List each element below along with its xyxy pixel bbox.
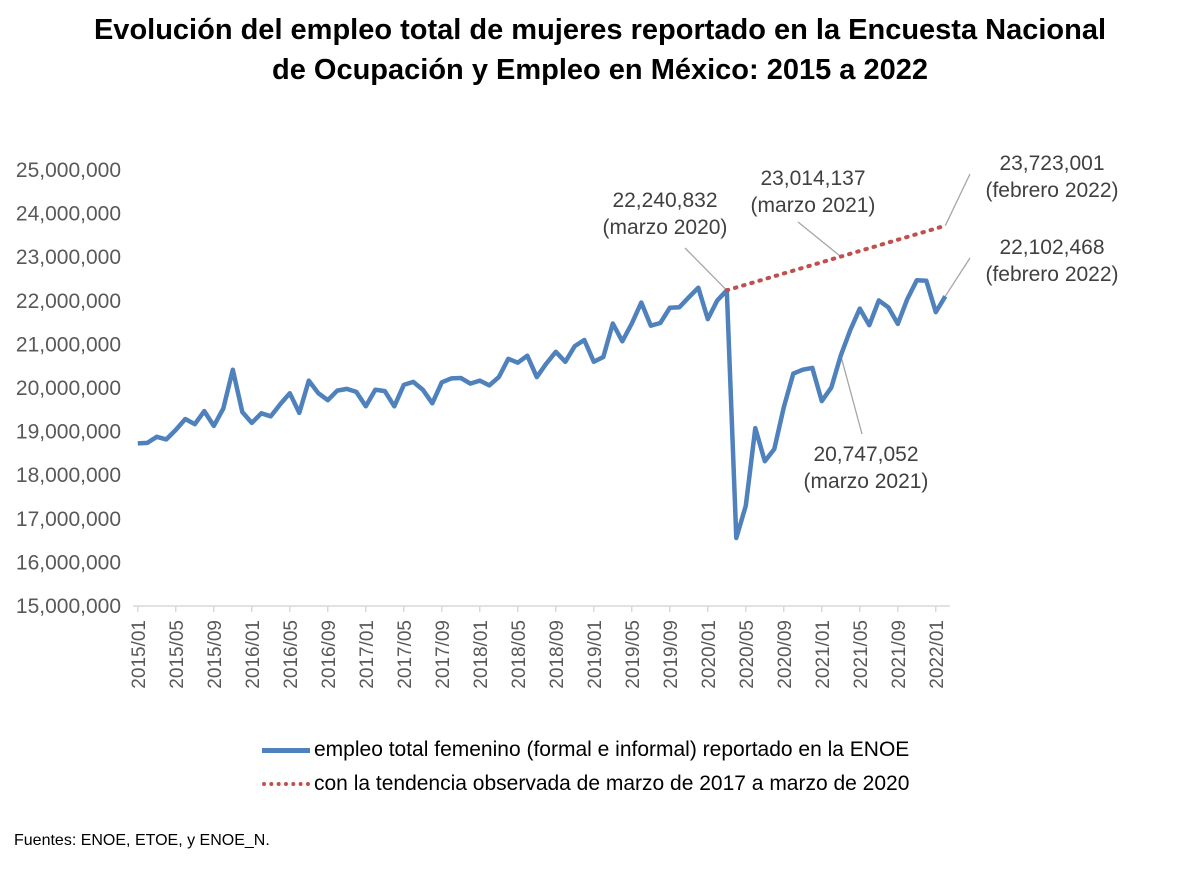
annotation-value: 23,723,001: [999, 152, 1104, 175]
x-tick-label: 2021/01: [813, 620, 834, 689]
series-line-trend: [724, 223, 948, 293]
series-line-actual: [137, 278, 948, 541]
legend-item-trend: con la tendencia observada de marzo de 2…: [262, 767, 909, 801]
annotation-period: (febrero 2022): [985, 263, 1118, 286]
x-tick-label: 2017/09: [433, 620, 454, 689]
y-tick-label: 20,000,000: [16, 377, 121, 400]
annotation-value: 23,014,137: [760, 167, 865, 190]
y-tick-label: 24,000,000: [16, 203, 121, 226]
x-axis-ticks: 2015/01 2015/05 2015/09 2016/01 2016/05 2016/…: [129, 606, 948, 689]
legend-swatch-solid: [262, 747, 310, 753]
x-tick-label: 2018/01: [471, 620, 492, 689]
x-tick-label: 2015/01: [129, 620, 150, 689]
annotation-leader-line: [944, 257, 971, 297]
source-note: Fuentes: ENOE, ETOE, y ENOE_N.: [14, 832, 270, 849]
annotation-period: (febrero 2022): [985, 179, 1118, 202]
x-tick-label: 2015/05: [167, 620, 188, 689]
x-tick-label: 2021/05: [851, 620, 872, 689]
y-tick-label: 16,000,000: [16, 551, 121, 574]
y-tick-label: 17,000,000: [16, 508, 121, 531]
annotation-leader-line: [684, 247, 728, 291]
y-tick-label: 23,000,000: [16, 246, 121, 269]
x-tick-label: 2022/01: [927, 620, 948, 689]
legend-label-trend: con la tendencia observada de marzo de 2…: [314, 772, 910, 795]
annotation-period: (marzo 2021): [751, 194, 876, 217]
y-tick-label: 19,000,000: [16, 421, 121, 444]
x-tick-label: 2016/09: [319, 620, 340, 689]
annotation-leader-line: [840, 355, 863, 435]
y-tick-label: 22,000,000: [16, 290, 121, 313]
annotation-value: 20,747,052: [813, 443, 918, 466]
y-tick-label: 25,000,000: [16, 159, 121, 182]
annotation-leader-line: [797, 221, 842, 258]
x-tick-label: 2018/09: [547, 620, 568, 689]
annotation-period: (marzo 2020): [603, 216, 728, 239]
x-tick-label: 2019/01: [585, 620, 606, 689]
x-tick-label: 2016/01: [243, 620, 264, 689]
chart-title: Evolución del empleo total de mujeres re…: [0, 10, 1200, 90]
legend-item-actual: empleo total femenino (formal e informal…: [262, 733, 909, 767]
x-tick-label: 2016/05: [281, 620, 302, 689]
annotations: 22,240,832 (marzo 2020) 23,014,137 (marzo 2…: [603, 152, 1119, 493]
y-tick-label: 21,000,000: [16, 333, 121, 356]
legend-label-actual: empleo total femenino (formal e informal…: [314, 738, 910, 761]
annotation-leader-line: [944, 173, 971, 226]
annotation-value: 22,102,468: [999, 236, 1104, 259]
x-tick-label: 2021/09: [889, 620, 910, 689]
x-tick-label: 2020/05: [737, 620, 758, 689]
legend-swatch-dotted: [262, 782, 310, 786]
x-tick-label: 2018/05: [509, 620, 530, 689]
x-tick-label: 2019/05: [623, 620, 644, 689]
x-tick-label: 2019/09: [661, 620, 682, 689]
x-tick-label: 2015/09: [205, 620, 226, 689]
y-axis-ticks: 15,000,000 16,000,000 17,000,000 18,000,000…: [16, 159, 121, 618]
annotation-value: 22,240,832: [612, 189, 717, 212]
annotation-period: (marzo 2021): [804, 470, 929, 493]
x-tick-label: 2017/05: [395, 620, 416, 689]
y-tick-label: 15,000,000: [16, 595, 121, 618]
y-tick-label: 18,000,000: [16, 464, 121, 487]
chart-legend: empleo total femenino (formal e informal…: [262, 733, 909, 801]
x-tick-label: 2020/01: [699, 620, 720, 689]
x-tick-label: 2020/09: [775, 620, 796, 689]
chart-title-line-2: de Ocupación y Empleo en México: 2015 a …: [272, 54, 928, 86]
x-tick-label: 2017/01: [357, 620, 378, 689]
chart-title-line-1: Evolución del empleo total de mujeres re…: [93, 14, 1107, 46]
